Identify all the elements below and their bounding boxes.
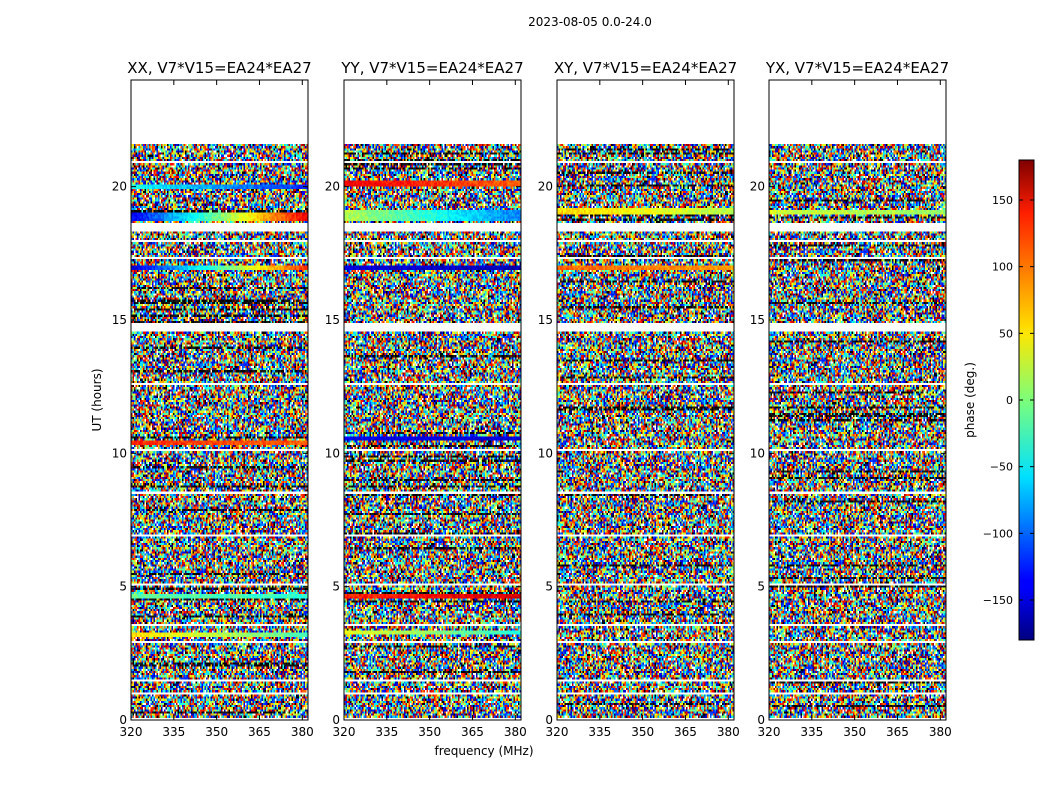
colorbar-tick-label: 0 [1006,394,1013,407]
x-tick-label: 350 [418,725,441,739]
panel-frame [343,79,522,721]
x-tick-label: 380 [504,725,527,739]
panels-group: XX, V7*V15=EA24*EA27 320 335 350 365 380 0 5 10 1… [112,59,952,739]
y-axis-label: UT (hours) [90,368,104,431]
x-tick-label: 335 [162,725,185,739]
panel-1: YY, V7*V15=EA24*EA27 320 335 350 365 380 0 5 10 1… [325,59,527,739]
phase-heatmap [769,80,946,720]
y-tick-label: 10 [112,446,127,460]
panel-title: YY, V7*V15=EA24*EA27 [340,59,523,77]
colorbar: −150 −100 −50 0 50 100 150 phase (deg.) [963,159,1035,641]
panel-3: YX, V7*V15=EA24*EA27 320 335 350 365 380 0 5 10 1… [750,59,952,739]
panel-frame [556,79,735,721]
x-tick-label: 320 [120,725,143,739]
y-tick-label: 20 [325,180,340,194]
y-tick-label: 10 [325,446,340,460]
x-tick-label: 335 [588,725,611,739]
y-tick-label: 10 [538,446,553,460]
colorbar-tick-label: 50 [999,327,1013,340]
colorbar-label: phase (deg.) [963,362,977,438]
x-tick-label: 365 [248,725,271,739]
figure-suptitle: 2023-08-05 0.0-24.0 [528,15,652,29]
y-tick-label: 0 [332,713,340,727]
y-tick-label: 15 [538,313,553,327]
x-tick-label: 320 [333,725,356,739]
panel-title: YX, V7*V15=EA24*EA27 [765,59,949,77]
panel-0: XX, V7*V15=EA24*EA27 320 335 350 365 380 0 5 10 1… [112,59,314,739]
panel-title: XX, V7*V15=EA24*EA27 [127,59,311,77]
x-tick-label: 335 [375,725,398,739]
y-tick-label: 20 [112,180,127,194]
y-tick-label: 10 [750,446,765,460]
panel-frame [130,79,309,721]
x-tick-label: 380 [717,725,740,739]
x-tick-label: 350 [843,725,866,739]
phase-heatmap [557,80,734,720]
phase-heatmap [131,80,308,720]
y-tick-label: 15 [325,313,340,327]
panel-2: XY, V7*V15=EA24*EA27 320 335 350 365 380 0 5 10 1… [538,59,740,739]
x-tick-label: 320 [758,725,781,739]
y-tick-label: 5 [332,580,340,594]
x-tick-label: 365 [674,725,697,739]
x-tick-label: 350 [205,725,228,739]
y-tick-label: 0 [545,713,553,727]
colorbar-tick-label: −100 [983,527,1013,540]
y-tick-label: 5 [119,580,127,594]
x-tick-label: 380 [291,725,314,739]
y-tick-label: 5 [757,580,765,594]
colorbar-ticks: −150 −100 −50 0 50 100 150 [983,194,1034,607]
y-tick-label: 20 [750,180,765,194]
y-tick-label: 0 [757,713,765,727]
colorbar-tick-label: −150 [983,594,1013,607]
colorbar-tick-label: 100 [992,261,1013,274]
x-axis-label: frequency (MHz) [434,744,533,758]
y-tick-label: 5 [545,580,553,594]
x-tick-label: 365 [886,725,909,739]
colorbar-tick-label: −50 [990,461,1013,474]
x-tick-label: 350 [631,725,654,739]
phase-heatmap [344,80,521,720]
panel-frame [768,79,947,721]
y-tick-label: 0 [119,713,127,727]
colorbar-tick-label: 150 [992,194,1013,207]
y-tick-label: 15 [112,313,127,327]
x-tick-label: 365 [461,725,484,739]
x-tick-label: 320 [546,725,569,739]
y-tick-label: 20 [538,180,553,194]
x-tick-label: 335 [800,725,823,739]
panel-title: XY, V7*V15=EA24*EA27 [554,59,737,77]
y-tick-label: 15 [750,313,765,327]
x-tick-label: 380 [929,725,952,739]
